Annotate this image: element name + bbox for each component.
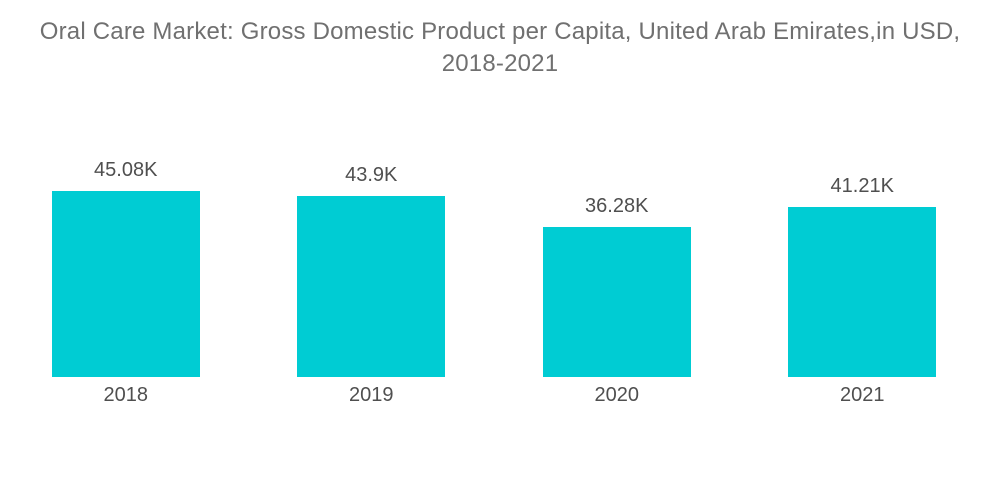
x-axis-label-2019: 2019: [349, 384, 394, 406]
x-axis-label-2018: 2018: [103, 384, 149, 406]
x-axis-label-2020: 2020: [594, 384, 640, 406]
bar-group-2019: 43.9K: [249, 0, 495, 377]
bar-2019: [297, 196, 446, 377]
bar-group-2020: 36.28K: [494, 0, 740, 377]
bar-chart: 45.08K 43.9K 36.28K 41.21K 2018 2019 202…: [3, 0, 985, 407]
bar-value-label: 45.08K: [94, 159, 158, 181]
bar-group-2018: 45.08K: [3, 0, 249, 377]
chart-title-line1: Oral Care Market: Gross Domestic Product…: [39, 18, 961, 45]
x-axis: 2018 2019 2020 2021: [3, 384, 985, 407]
bar-2021: [788, 207, 937, 377]
chart-title: Oral Care Market: Gross Domestic Product…: [0, 16, 1000, 80]
bar-value-label: 41.21K: [830, 175, 894, 197]
bar-value-label: 43.9K: [345, 164, 398, 186]
plot-area: 45.08K 43.9K 36.28K 41.21K: [3, 0, 985, 377]
x-axis-label-2021: 2021: [840, 384, 885, 406]
chart-title-line2: 2018-2021: [441, 50, 559, 77]
bar-2018: [51, 191, 200, 377]
bar-value-label: 36.28K: [585, 195, 649, 217]
bar-2020: [542, 227, 691, 377]
bar-group-2021: 41.21K: [740, 0, 986, 377]
